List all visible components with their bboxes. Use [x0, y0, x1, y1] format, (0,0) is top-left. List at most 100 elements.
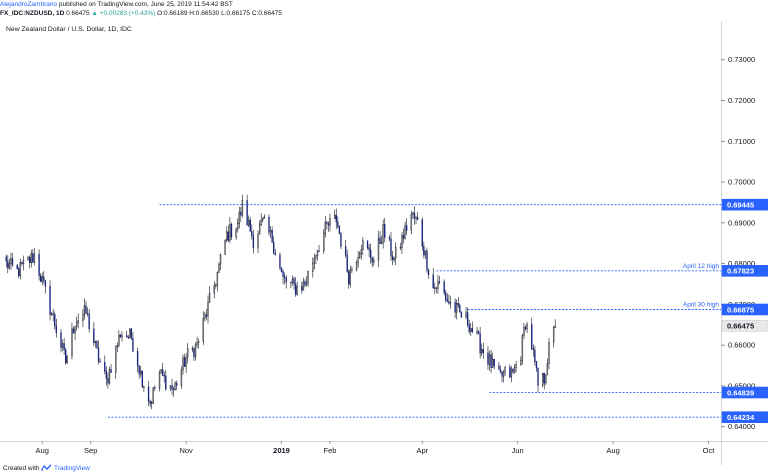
chart-title: New Zealand Dollar / U.S. Dollar, 1D, ID… — [6, 26, 132, 33]
candle-bear — [512, 368, 514, 373]
candle-bull — [334, 214, 336, 219]
candle-bear — [501, 371, 503, 377]
candle-bear — [252, 235, 255, 248]
candle-bear — [230, 223, 233, 238]
candle-bull — [10, 258, 12, 264]
candle-bull — [424, 250, 427, 256]
candle-bull — [224, 239, 226, 255]
candle-bull — [357, 257, 359, 263]
candle-bull — [465, 312, 467, 318]
candle-bull — [401, 234, 403, 248]
candle-bull — [202, 317, 204, 342]
candle-bear — [348, 271, 350, 285]
candle-bear — [416, 217, 419, 220]
candle-bear — [293, 278, 295, 285]
candle-bear — [271, 230, 273, 243]
author-link[interactable]: AlejandroZambrano — [0, 1, 58, 8]
level-price-badge — [721, 265, 768, 277]
candle-bear — [390, 238, 392, 257]
candle-bull — [169, 385, 172, 390]
candle-bull — [456, 303, 458, 313]
candle-bear — [285, 277, 287, 283]
candle-bull — [33, 253, 36, 263]
level-price-badge-label: 0.64234 — [727, 413, 755, 422]
candle-bear — [466, 312, 469, 325]
candle-bear — [11, 258, 14, 266]
candle-bear — [39, 275, 42, 282]
candle-bull — [186, 348, 189, 358]
price-chart[interactable]: 0.73000 0.72000 0.71000 0.70000 0.69000 0.680… — [0, 21, 768, 465]
candle-bull — [312, 262, 314, 272]
candle-bear — [141, 370, 144, 388]
candle-bear — [60, 332, 62, 348]
candle-bull — [115, 345, 117, 373]
x-tick-label: 2019 — [273, 446, 290, 455]
y-tick-label: 0.66000 — [728, 341, 755, 350]
candle-bull — [349, 269, 352, 285]
candle-bull — [129, 328, 131, 338]
candle-bear — [438, 281, 441, 283]
candle-bull — [71, 328, 73, 357]
candle-bear — [479, 333, 481, 354]
candle-bear — [446, 299, 448, 302]
candle-bull — [470, 328, 472, 332]
candle-bear — [93, 328, 95, 344]
candle-bull — [194, 344, 197, 358]
candle-bull — [180, 369, 183, 386]
candle-bull — [380, 242, 383, 244]
symbol-info: FX_IDC:NZDUSD, 1D 0.66475 ▲ +0.00283 (+0… — [0, 10, 282, 18]
candle-bull — [523, 327, 525, 336]
candle-bull — [61, 343, 64, 348]
candle-bull — [305, 282, 308, 286]
candle-bull — [351, 269, 353, 271]
candle-bear — [72, 328, 75, 334]
candle-bear — [165, 375, 167, 390]
candle-bear — [384, 224, 386, 238]
candle-bull — [491, 358, 494, 368]
candle-bull — [542, 372, 544, 386]
candle-bull — [258, 224, 261, 235]
candle-bull — [75, 322, 78, 327]
candle-bear — [282, 271, 284, 278]
candle-bear — [136, 351, 139, 366]
candle-bull — [204, 314, 206, 319]
candle-bear — [86, 312, 89, 315]
candle-bear — [459, 304, 461, 313]
candle-bull — [449, 302, 452, 304]
x-tick-label: Apr — [416, 446, 428, 455]
candle-bear — [337, 221, 339, 227]
candle-bull — [229, 223, 231, 241]
candle-bull — [27, 257, 29, 261]
candle-bull — [238, 211, 240, 224]
candle-bear — [391, 255, 394, 261]
y-tick-label: 0.69000 — [728, 218, 755, 227]
footer: Created with TradingView — [3, 464, 90, 472]
candle-bear — [193, 348, 195, 358]
candle-bull — [515, 364, 517, 368]
candle-bear — [18, 268, 20, 277]
candle-bull — [19, 261, 22, 277]
candle-bull — [226, 231, 228, 241]
candle-bull — [488, 354, 491, 365]
candle-bear — [493, 358, 495, 367]
candle-bear — [294, 283, 297, 295]
candle-bear — [534, 349, 536, 362]
candle-bear — [445, 292, 447, 300]
candle-bear — [127, 336, 129, 339]
candle-bull — [410, 214, 413, 231]
candle-bear — [7, 260, 9, 269]
level-price-badge — [721, 303, 768, 316]
ohlc-values: O:0.66189 H:0.66530 L:0.66175 C:0.66475 — [157, 10, 282, 17]
x-tick-label: Jun — [512, 446, 524, 455]
footer-brand[interactable]: TradingView — [54, 465, 90, 472]
candle-bear — [388, 237, 391, 240]
candle-bear — [509, 366, 511, 378]
candle-bull — [316, 250, 319, 256]
candle-bear — [49, 286, 51, 315]
candle-bear — [498, 365, 500, 370]
candle-bull — [393, 257, 395, 261]
candle-bull — [235, 228, 237, 238]
publish-text: published on TradingView.com, June 25, 2… — [58, 1, 233, 8]
candle-bear — [99, 361, 101, 363]
candle-bull — [8, 263, 11, 269]
